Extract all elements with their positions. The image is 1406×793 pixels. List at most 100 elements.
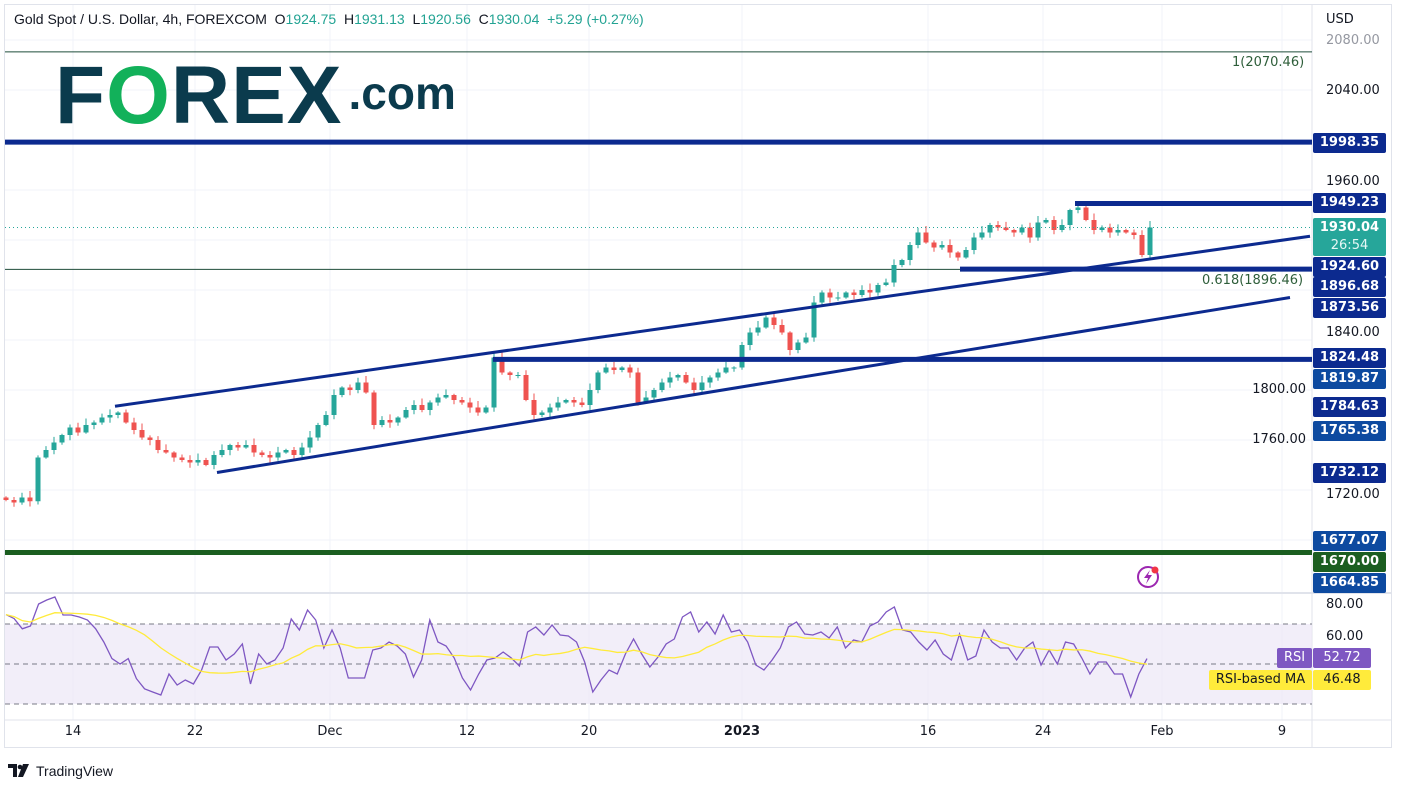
- open-label: O: [274, 11, 286, 27]
- candle-body: [219, 450, 225, 455]
- candle-body: [171, 452, 177, 458]
- price-tick: 1800.00: [1252, 382, 1306, 397]
- candle-body: [91, 422, 97, 425]
- candle-body: [915, 232, 921, 245]
- time-tick: 20: [580, 724, 598, 739]
- candle-body: [795, 342, 801, 350]
- candle-body: [699, 382, 705, 390]
- candle-body: [27, 497, 33, 502]
- candle-body: [123, 412, 129, 423]
- candle-body: [67, 427, 73, 435]
- price-tick: 2080.00: [1326, 33, 1380, 48]
- candle-body: [595, 372, 601, 390]
- forex-logo: FOREX .com: [55, 55, 456, 137]
- candle-body: [379, 420, 385, 425]
- candle-body: [987, 225, 993, 233]
- candle-body: [1123, 230, 1129, 233]
- candle-body: [707, 377, 713, 383]
- candle-body: [1115, 230, 1121, 233]
- candle-body: [475, 407, 481, 413]
- candle-body: [291, 450, 297, 455]
- tradingview-brand: TradingView: [36, 763, 114, 779]
- candle-body: [643, 397, 649, 403]
- low-value: 1920.56: [420, 11, 471, 27]
- candle-body: [251, 445, 257, 453]
- candle-body: [1075, 207, 1081, 210]
- price-label: 1873.56: [1313, 298, 1386, 318]
- candle-body: [59, 435, 65, 443]
- candle-body: [883, 282, 889, 285]
- price-tick: 1840.00: [1326, 325, 1380, 340]
- candle-body: [107, 415, 113, 418]
- candle-body: [35, 457, 41, 502]
- candle-body: [51, 442, 57, 450]
- candle-body: [619, 367, 625, 370]
- candle-body: [1091, 220, 1097, 230]
- candle-body: [875, 285, 881, 293]
- candle-body: [1099, 227, 1105, 230]
- fib-label-1: 1(2070.46): [1232, 55, 1305, 70]
- candle-body: [851, 292, 857, 295]
- rsi-ma-line: [5, 612, 1148, 674]
- candle-body: [179, 457, 185, 460]
- candle-body: [267, 455, 273, 458]
- candle-body: [571, 400, 577, 403]
- candle-body: [747, 332, 753, 345]
- candle-body: [1051, 220, 1057, 230]
- lightning-alert-icon[interactable]: [1135, 563, 1161, 589]
- candle-body: [347, 387, 353, 390]
- candle-body: [827, 292, 833, 298]
- candle-body: [483, 407, 489, 413]
- candle-body: [419, 405, 425, 410]
- candle-body: [691, 382, 697, 390]
- candle-body: [947, 245, 953, 253]
- rsi-ma-value-label: 46.48: [1313, 670, 1371, 690]
- candle-body: [139, 430, 145, 438]
- candle-body: [499, 357, 505, 373]
- candle-body: [275, 452, 281, 458]
- candle-body: [427, 402, 433, 410]
- price-label: 1664.85: [1313, 573, 1386, 593]
- candle-body: [307, 437, 313, 448]
- rsi-value-label: 52.72: [1313, 648, 1371, 668]
- rsi-ma-legend-tag: RSI-based MA: [1209, 670, 1312, 690]
- candle-body: [1027, 227, 1033, 238]
- time-tick: Feb: [1150, 724, 1174, 739]
- close-label: C: [478, 11, 489, 27]
- rsi-line: [5, 596, 1148, 699]
- candle-body: [539, 412, 545, 415]
- candle-body: [387, 420, 393, 423]
- candle-body: [1043, 220, 1049, 223]
- candle-body: [963, 250, 969, 258]
- candle-body: [19, 497, 25, 503]
- candle-body: [1003, 227, 1009, 230]
- candle-body: [899, 260, 905, 265]
- symbol-legend: Gold Spot / U.S. Dollar, 4h, FOREXCOM O 1…: [14, 11, 644, 27]
- rsi-tick: 80.00: [1326, 597, 1364, 612]
- candle-body: [579, 402, 585, 405]
- symbol-title: Gold Spot / U.S. Dollar, 4h, FOREXCOM: [14, 11, 267, 27]
- candle-body: [931, 242, 937, 248]
- candle-body: [515, 375, 521, 376]
- candle-body: [83, 425, 89, 433]
- time-tick: 9: [1277, 724, 1287, 739]
- time-tick: 24: [1034, 724, 1052, 739]
- tradingview-attribution[interactable]: TradingView: [8, 763, 113, 779]
- time-tick: 2023: [723, 724, 761, 739]
- candle-body: [603, 367, 609, 373]
- price-label: 1677.07: [1313, 531, 1386, 551]
- high-label: H: [343, 11, 355, 27]
- candle-body: [955, 252, 961, 258]
- candle-body: [491, 357, 497, 408]
- candle-body: [371, 392, 377, 425]
- candle-body: [835, 297, 841, 299]
- price-label: 1998.35: [1313, 133, 1386, 153]
- price-tick: 1720.00: [1326, 487, 1380, 502]
- candle-body: [363, 382, 369, 393]
- time-tick: Dec: [317, 724, 343, 739]
- candle-body: [259, 452, 265, 455]
- candle-body: [891, 265, 897, 283]
- time-tick: 12: [458, 724, 476, 739]
- candle-body: [819, 292, 825, 303]
